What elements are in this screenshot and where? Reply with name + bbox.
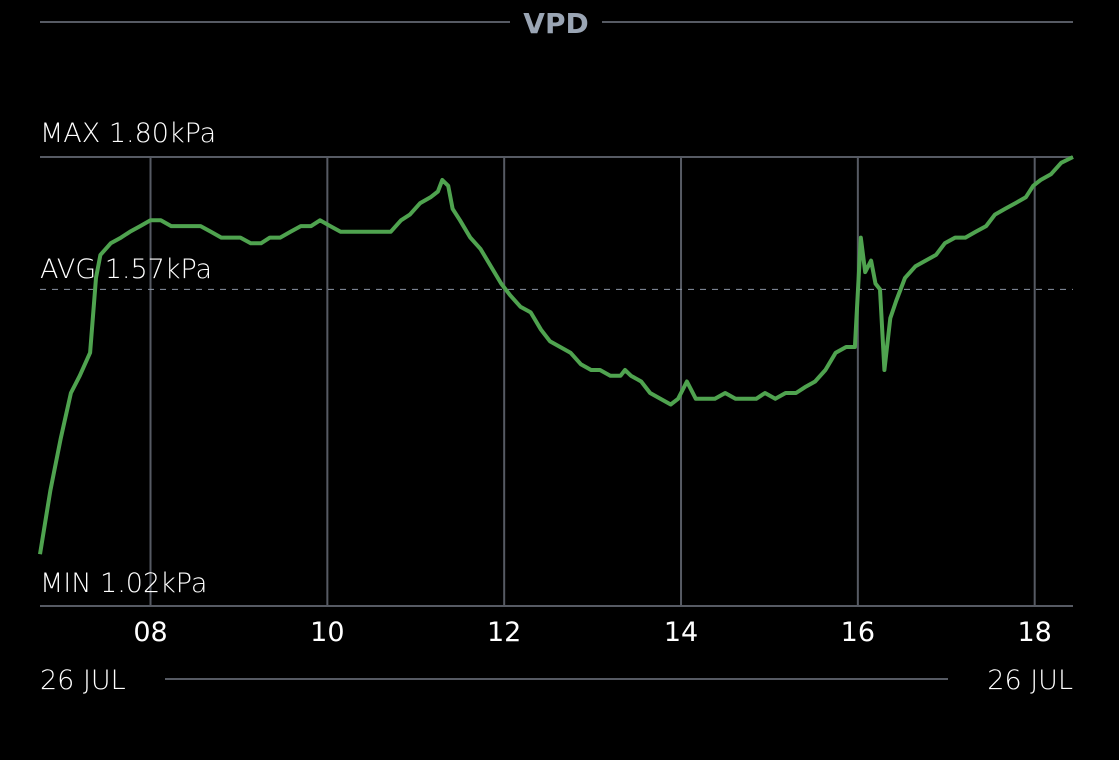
x-tick-08: 08	[133, 617, 167, 648]
x-tick-14: 14	[664, 617, 698, 648]
chart-title: VPD	[523, 7, 588, 40]
x-tick-18: 18	[1018, 617, 1052, 648]
x-tick-labels: 08 10 12 14 16 18	[133, 617, 1052, 648]
x-tick-16: 16	[841, 617, 875, 648]
x-tick-10: 10	[310, 617, 344, 648]
vpd-series-line	[38, 155, 1074, 555]
avg-label: AVG 1.57kPa	[40, 254, 212, 285]
end-date-label: 26 JUL	[987, 665, 1073, 696]
x-tick-12: 12	[487, 617, 521, 648]
grid	[149, 157, 1036, 606]
start-date-label: 26 JUL	[40, 665, 126, 696]
max-label: MAX 1.80kPa	[40, 118, 216, 149]
min-label: MIN 1.02kPa	[40, 568, 207, 599]
